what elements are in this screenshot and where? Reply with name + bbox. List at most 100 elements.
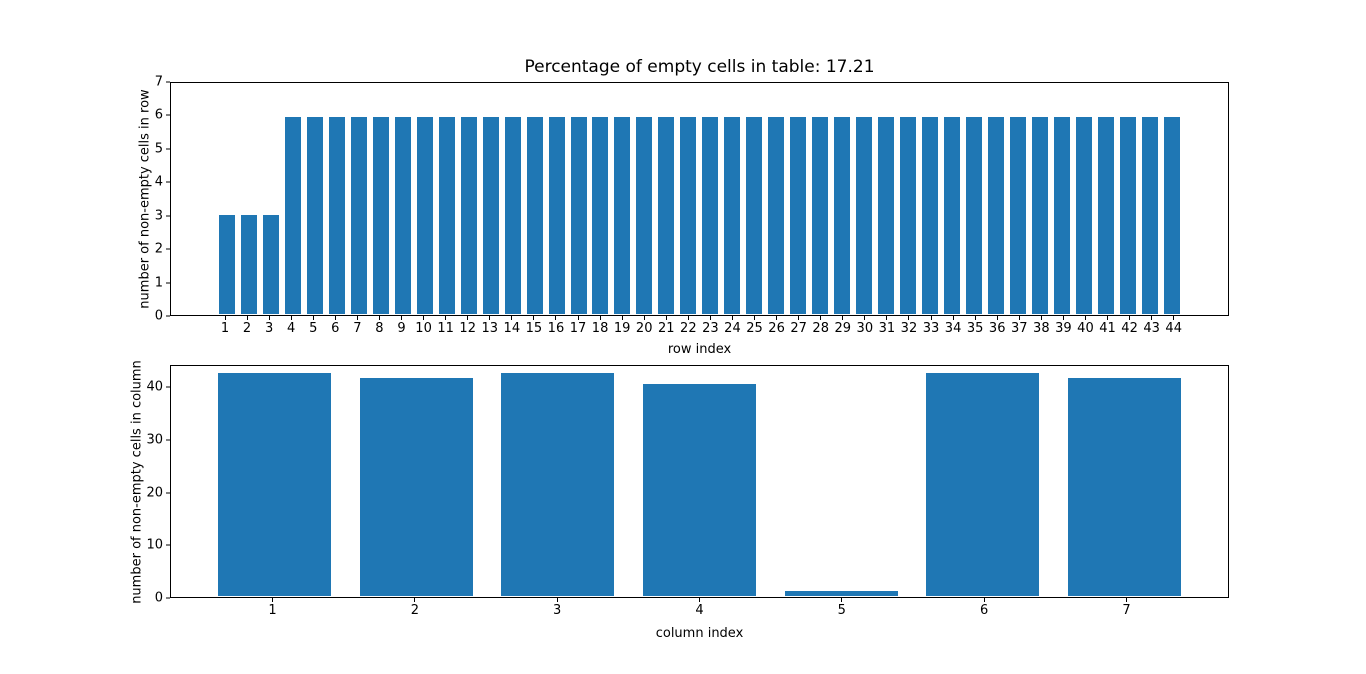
- x-tick: 6: [327, 316, 343, 336]
- bar: [926, 373, 1040, 596]
- y-tick: 3: [155, 209, 170, 222]
- bar: [965, 116, 982, 314]
- bar: [284, 116, 301, 314]
- x-tick-label: 14: [503, 321, 521, 336]
- x-tick: 16: [548, 316, 564, 336]
- tick-mark: [445, 316, 447, 320]
- tick-mark: [166, 282, 170, 284]
- x-tick-label: 26: [768, 321, 785, 336]
- x-tick-label: 36: [988, 321, 1006, 336]
- x-tick-label: 4: [287, 321, 296, 336]
- bar: [724, 116, 741, 314]
- bar: [1053, 116, 1070, 314]
- y-tick: 7: [155, 76, 170, 89]
- tick-mark: [1125, 598, 1127, 602]
- x-tick: 7: [1070, 598, 1183, 618]
- tick-mark: [599, 316, 601, 320]
- bar: [504, 116, 521, 314]
- tick-mark: [166, 181, 170, 183]
- bar: [570, 116, 587, 314]
- x-tick: 11: [437, 316, 454, 336]
- x-tick-label: 7: [1122, 603, 1131, 618]
- bar: [922, 116, 938, 314]
- y-tick: 4: [155, 176, 170, 189]
- y-tick-label: 0: [154, 590, 163, 606]
- tick-mark: [166, 544, 170, 546]
- x-tick: 42: [1121, 316, 1138, 336]
- tick-mark: [731, 316, 733, 320]
- x-tick-label: 3: [264, 321, 274, 336]
- x-tick: 18: [592, 316, 608, 336]
- x-tick-label: 33: [922, 321, 940, 336]
- tick-mark: [974, 316, 976, 320]
- bar: [614, 116, 631, 314]
- x-tick-label: 6: [331, 321, 340, 336]
- x-tick-label: 5: [837, 603, 846, 618]
- bar: [501, 373, 615, 596]
- x-tick: 19: [614, 316, 630, 336]
- column-chart-bars: [172, 367, 1227, 596]
- tick-mark: [166, 597, 170, 599]
- x-tick: 10: [415, 316, 432, 336]
- tick-mark: [166, 315, 170, 317]
- tick-mark: [1173, 316, 1175, 320]
- row-chart-bars: [172, 84, 1227, 314]
- x-tick: 26: [768, 316, 785, 336]
- x-tick: 12: [459, 316, 476, 336]
- x-tick-label: 3: [553, 603, 562, 618]
- x-tick: 9: [394, 316, 410, 336]
- x-tick: 22: [680, 316, 697, 336]
- x-tick-label: 34: [944, 321, 962, 336]
- y-tick-label: 20: [146, 485, 163, 501]
- x-tick: 34: [945, 316, 961, 336]
- column-chart-x-axis: 1 2 3 4 5 6 7: [170, 598, 1229, 618]
- x-tick: 5: [305, 316, 321, 336]
- x-tick-label: 8: [375, 321, 384, 336]
- tick-mark: [841, 598, 843, 602]
- tick-mark: [996, 316, 998, 320]
- x-tick: 20: [636, 316, 652, 336]
- x-tick: 37: [1010, 316, 1028, 336]
- x-tick-label: 5: [309, 321, 318, 336]
- y-tick: 30: [146, 433, 170, 446]
- tick-mark: [1151, 316, 1153, 320]
- bar: [768, 116, 785, 314]
- x-tick: 40: [1077, 316, 1094, 336]
- x-tick-label: 37: [1010, 321, 1028, 336]
- bar: [306, 116, 323, 314]
- y-tick: 40: [146, 381, 170, 394]
- bar: [240, 215, 257, 314]
- tick-mark: [268, 316, 270, 320]
- column-chart-y-axis: 0 10 20 30 40: [146, 365, 1229, 605]
- tick-mark: [621, 316, 623, 320]
- tick-mark: [166, 386, 170, 388]
- bar: [1119, 116, 1136, 314]
- tick-mark: [709, 316, 711, 320]
- column-chart-y-axis-label: number of non-empty cells in column: [129, 359, 145, 604]
- y-tick-label: 2: [154, 241, 163, 257]
- x-tick-label: 31: [878, 321, 896, 336]
- x-tick: 39: [1055, 316, 1072, 336]
- tick-mark: [290, 316, 292, 320]
- x-tick: 31: [879, 316, 895, 336]
- x-tick-label: 22: [680, 321, 697, 336]
- y-tick: 20: [146, 486, 170, 499]
- tick-mark: [930, 316, 932, 320]
- y-tick: 2: [155, 243, 170, 256]
- tick-mark: [166, 148, 170, 150]
- y-tick-label: 4: [154, 174, 163, 190]
- bar: [416, 116, 433, 314]
- bar: [987, 116, 1004, 314]
- x-tick-label: 25: [746, 321, 763, 336]
- bar: [834, 116, 851, 314]
- x-tick-label: 15: [525, 321, 543, 336]
- x-tick: 2: [239, 316, 255, 336]
- tick-mark: [166, 215, 170, 217]
- tick-mark: [166, 114, 170, 116]
- tick-mark: [1062, 316, 1064, 320]
- x-tick-label: 43: [1143, 321, 1160, 336]
- y-tick-label: 3: [154, 208, 163, 224]
- column-chart-x-axis-label: column index: [655, 626, 744, 641]
- x-tick: 7: [349, 316, 365, 336]
